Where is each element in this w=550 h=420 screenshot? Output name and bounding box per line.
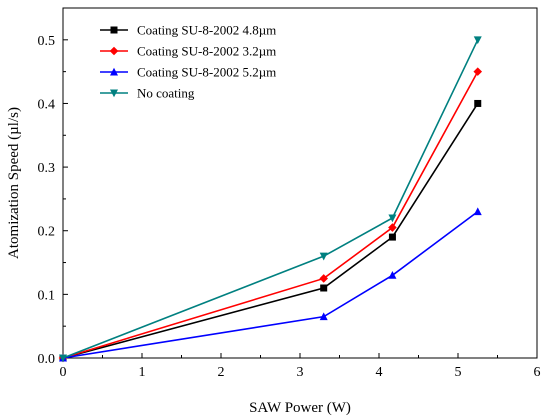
legend-marker bbox=[110, 67, 118, 76]
data-point bbox=[319, 312, 328, 321]
legend-label: No coating bbox=[137, 86, 195, 101]
legend-item: Coating SU-8-2002 4.8µm bbox=[100, 23, 276, 38]
data-point bbox=[473, 207, 482, 216]
x-axis-ticks: 0 1 2 3 4 5 6 bbox=[60, 353, 541, 380]
legend: Coating SU-8-2002 4.8µm Coating SU-8-2002… bbox=[100, 23, 276, 101]
x-tick-label: 4 bbox=[376, 365, 383, 380]
legend-item: No coating bbox=[100, 86, 195, 101]
data-point bbox=[388, 214, 397, 223]
y-axis-ticks: 0.0 0.1 0.2 0.3 0.4 0.5 bbox=[38, 7, 68, 367]
legend-marker bbox=[109, 46, 119, 56]
legend-item: Coating SU-8-2002 3.2µm bbox=[100, 44, 276, 59]
x-tick-label: 6 bbox=[534, 365, 541, 380]
plot-border bbox=[62, 7, 538, 359]
data-point bbox=[319, 252, 328, 261]
data-point bbox=[473, 67, 483, 76]
legend-label: Coating SU-8-2002 5.2µm bbox=[137, 65, 276, 80]
x-tick-label: 2 bbox=[218, 365, 225, 380]
legend-item: Coating SU-8-2002 5.2µm bbox=[100, 65, 276, 80]
y-tick-label: 0.0 bbox=[38, 352, 56, 367]
legend-label: Coating SU-8-2002 4.8µm bbox=[137, 23, 276, 38]
data-point bbox=[473, 36, 482, 45]
series-2 bbox=[58, 67, 483, 363]
data-point bbox=[388, 233, 396, 241]
series-layer bbox=[58, 36, 483, 363]
y-axis-title: Atomization Speed (µl/s) bbox=[6, 107, 22, 259]
y-tick-label: 0.2 bbox=[38, 225, 56, 240]
series-line bbox=[62, 103, 479, 359]
plot-area bbox=[62, 7, 538, 359]
y-tick-label: 0.4 bbox=[38, 97, 56, 112]
data-point bbox=[59, 354, 67, 363]
series-line bbox=[62, 39, 479, 359]
series-3 bbox=[59, 207, 482, 362]
series-line bbox=[62, 71, 479, 359]
x-axis-title: SAW Power (W) bbox=[249, 400, 351, 416]
legend-marker bbox=[110, 26, 118, 34]
series-line bbox=[62, 210, 479, 359]
x-tick-label: 3 bbox=[297, 365, 304, 380]
data-point bbox=[388, 270, 397, 279]
legend-marker bbox=[110, 89, 118, 98]
y-tick-label: 0.5 bbox=[38, 34, 56, 49]
x-tick-label: 5 bbox=[455, 365, 462, 380]
data-point bbox=[320, 284, 328, 292]
x-tick-label: 0 bbox=[60, 365, 67, 380]
y-tick-label: 0.1 bbox=[38, 288, 56, 303]
data-point bbox=[319, 274, 328, 283]
data-point bbox=[474, 99, 482, 107]
x-tick-label: 1 bbox=[139, 365, 146, 380]
y-tick-label: 0.3 bbox=[38, 161, 56, 176]
series-1 bbox=[59, 99, 482, 362]
data-point bbox=[388, 223, 397, 232]
legend-label: Coating SU-8-2002 3.2µm bbox=[137, 44, 276, 59]
series-4 bbox=[59, 36, 482, 363]
